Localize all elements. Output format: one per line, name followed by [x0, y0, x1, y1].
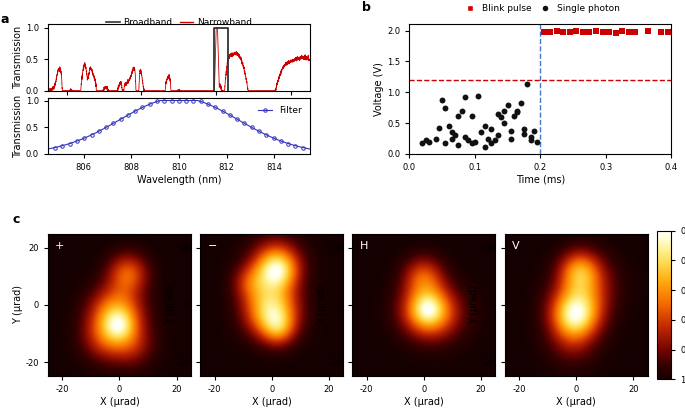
Point: [440, 104, 451, 111]
Text: a: a: [1, 13, 10, 26]
Point: [486, 140, 497, 146]
X-axis label: X (μrad): X (μrad): [252, 397, 292, 407]
X-axis label: X (μrad): X (μrad): [556, 397, 596, 407]
Point: [440, 140, 451, 146]
Point: [519, 131, 530, 137]
Point: [643, 28, 654, 35]
Text: V: V: [512, 241, 519, 251]
Y-axis label: Y (μrad): Y (μrad): [165, 286, 175, 324]
Point: [656, 29, 667, 36]
Point: [551, 28, 562, 35]
Point: [616, 28, 627, 35]
Point: [493, 132, 503, 139]
Y-axis label: Voltage (V): Voltage (V): [375, 62, 384, 116]
Point: [610, 30, 621, 36]
Point: [447, 129, 458, 135]
Text: −: −: [208, 241, 216, 251]
Point: [512, 109, 523, 115]
Point: [662, 29, 673, 35]
X-axis label: X (μrad): X (μrad): [99, 397, 139, 407]
Point: [506, 127, 516, 134]
Point: [466, 113, 477, 119]
Point: [577, 29, 588, 35]
Point: [590, 28, 601, 35]
Point: [584, 29, 595, 36]
Point: [509, 113, 520, 119]
Point: [525, 133, 536, 140]
Point: [469, 138, 480, 145]
X-axis label: X (μrad): X (μrad): [404, 397, 444, 407]
Point: [623, 29, 634, 35]
Y-axis label: Y (μrad): Y (μrad): [469, 286, 479, 324]
Text: c: c: [12, 213, 20, 226]
Point: [502, 101, 513, 108]
Point: [525, 137, 536, 144]
Point: [558, 29, 569, 35]
Point: [443, 123, 454, 129]
Point: [512, 108, 523, 114]
Point: [417, 140, 428, 146]
Y-axis label: Transmission: Transmission: [13, 94, 23, 157]
Point: [430, 135, 441, 142]
Point: [603, 29, 614, 36]
Point: [479, 143, 490, 150]
X-axis label: Time (ms): Time (ms): [516, 175, 565, 185]
Y-axis label: Transmission: Transmission: [13, 26, 23, 89]
Point: [479, 123, 490, 129]
Point: [597, 29, 608, 35]
Point: [463, 137, 474, 144]
Point: [528, 127, 539, 134]
Point: [499, 120, 510, 126]
Text: H: H: [360, 241, 368, 251]
Text: +: +: [55, 241, 64, 251]
Legend: Filter: Filter: [255, 102, 306, 119]
Point: [532, 138, 543, 145]
Point: [460, 93, 471, 100]
Point: [630, 29, 640, 36]
Point: [495, 114, 506, 120]
Point: [493, 111, 503, 117]
X-axis label: Wavelength (nm): Wavelength (nm): [136, 175, 221, 185]
Point: [486, 126, 497, 133]
Point: [571, 28, 582, 35]
Text: b: b: [362, 1, 371, 14]
Legend: Broadband, Narrowband: Broadband, Narrowband: [103, 14, 256, 31]
Point: [519, 126, 530, 133]
Point: [545, 29, 556, 36]
Point: [499, 108, 510, 114]
Point: [515, 100, 526, 106]
Point: [423, 138, 434, 145]
Point: [466, 140, 477, 146]
Y-axis label: Y (μrad): Y (μrad): [12, 286, 23, 324]
Point: [447, 136, 458, 142]
Point: [450, 132, 461, 139]
Point: [564, 29, 575, 36]
Point: [482, 135, 493, 142]
Point: [538, 29, 549, 35]
Y-axis label: Y (μrad): Y (μrad): [317, 286, 327, 324]
Legend: Blink pulse, Single photon: Blink pulse, Single photon: [458, 0, 623, 17]
Point: [473, 93, 484, 99]
Point: [434, 125, 445, 131]
Point: [522, 80, 533, 87]
Point: [453, 142, 464, 148]
Point: [506, 135, 516, 142]
Point: [453, 113, 464, 119]
Point: [456, 108, 467, 114]
Point: [476, 129, 487, 135]
Point: [489, 137, 500, 144]
Point: [436, 96, 447, 103]
Point: [460, 134, 471, 141]
Point: [421, 137, 432, 144]
